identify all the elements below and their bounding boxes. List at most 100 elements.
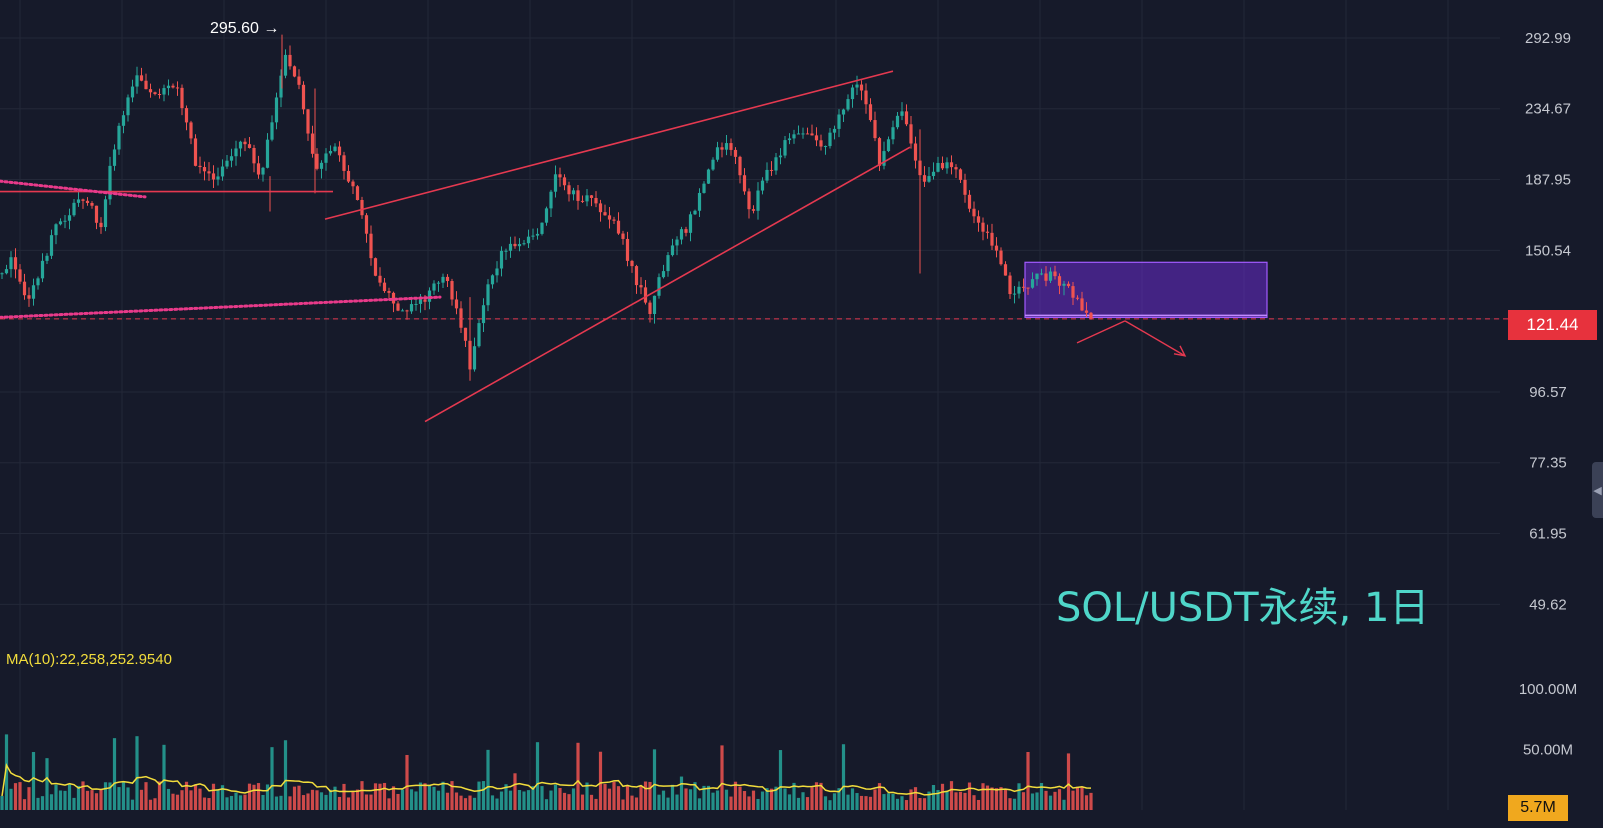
volume-tick-label: 50.00M [1523, 742, 1573, 759]
candle-body [319, 162, 324, 169]
volume-bar [967, 782, 972, 810]
volume-bar [535, 742, 540, 810]
volume-bar [310, 789, 315, 810]
candle-body [837, 114, 841, 129]
candle-body [909, 124, 913, 144]
volume-bar [94, 793, 99, 810]
candle-body [18, 269, 22, 282]
volume-bar [711, 792, 715, 810]
volume-bar [216, 789, 220, 810]
candle-body [112, 149, 117, 166]
volume-bar [229, 795, 234, 810]
candle-body [846, 99, 850, 110]
candle-body [661, 271, 666, 278]
candle-body [288, 54, 292, 67]
volume-bar [441, 781, 445, 810]
volume-bar [526, 790, 531, 810]
volume-bar [270, 747, 274, 810]
candle-body [765, 169, 769, 181]
candle-body [459, 308, 463, 328]
candle-body [868, 104, 873, 121]
candle-body [616, 220, 621, 234]
candle-body [292, 66, 297, 77]
candle-body [135, 75, 139, 87]
volume-bar [576, 742, 580, 810]
volume-bar [895, 798, 900, 810]
volume-bar [445, 792, 450, 810]
candle-body [756, 190, 760, 211]
candle-body [94, 205, 99, 223]
candle-body [873, 120, 877, 139]
ma-indicator-label: MA(10):22,258,252.9540 [6, 651, 172, 668]
volume-bar [945, 790, 949, 810]
candle-body [463, 327, 468, 341]
candle-body [625, 238, 630, 261]
candle-body [594, 197, 598, 204]
candle-body [495, 268, 499, 276]
volume-bar [459, 795, 463, 810]
volume-bar [504, 784, 508, 810]
candle-body [166, 85, 171, 89]
candle-body [774, 157, 778, 171]
candle-body [693, 210, 697, 215]
price-tick-label: 96.57 [1529, 384, 1567, 401]
volume-bar [801, 792, 805, 810]
price-tick-label: 187.95 [1525, 172, 1571, 189]
volume-bar [639, 785, 643, 810]
candle-body [76, 199, 81, 203]
candle-body [252, 147, 256, 164]
candle-body [355, 186, 360, 201]
candle-body [387, 291, 391, 293]
volume-bar [1075, 786, 1080, 810]
candle-body [936, 162, 940, 172]
volume-bar [684, 788, 688, 810]
volume-bar [562, 792, 567, 810]
volume-bar [756, 798, 760, 810]
volume-bar [832, 793, 837, 810]
candle-body [657, 277, 661, 296]
volume-bar [130, 799, 135, 810]
volume-bar [1035, 792, 1039, 810]
candle-body [216, 176, 220, 180]
volume-bar [585, 782, 589, 810]
candle-body [963, 179, 967, 195]
candle-body [310, 133, 315, 154]
candle-body [1003, 264, 1008, 276]
volume-bar [1008, 798, 1012, 810]
volume-bar [720, 745, 724, 810]
candle-body [630, 260, 634, 267]
candle-body [1012, 293, 1017, 295]
volume-bar [918, 798, 922, 810]
candle-body [531, 235, 535, 237]
candle-body [751, 209, 756, 211]
volume-bar [855, 793, 859, 810]
volume-bar [670, 784, 675, 810]
candle-body [931, 171, 936, 177]
candle-body [792, 134, 796, 139]
volume-bar [1026, 752, 1030, 810]
candle-body [256, 163, 261, 175]
candle-body [639, 285, 643, 288]
volume-bar [580, 794, 585, 810]
price-tick-label: 77.35 [1529, 455, 1567, 472]
candle-body [540, 222, 544, 234]
volume-bar [351, 791, 355, 810]
volume-bar [976, 799, 981, 810]
price-scale-handle-icon[interactable]: ◀ [1592, 462, 1603, 518]
candle-body [229, 156, 234, 161]
volume-bar [729, 796, 733, 810]
candle-body [922, 175, 927, 182]
candle-body [85, 200, 90, 204]
volume-bar [769, 788, 774, 810]
candle-body [324, 153, 328, 163]
volume-bar [157, 781, 162, 810]
symbol-watermark: SOL/USDT永续, 1日 [1056, 585, 1430, 631]
volume-bar [247, 783, 252, 810]
volume-bar [868, 796, 873, 810]
candle-body [405, 310, 409, 312]
volume-bar [31, 752, 36, 810]
volume-bar [189, 790, 193, 810]
candle-body [306, 109, 310, 134]
